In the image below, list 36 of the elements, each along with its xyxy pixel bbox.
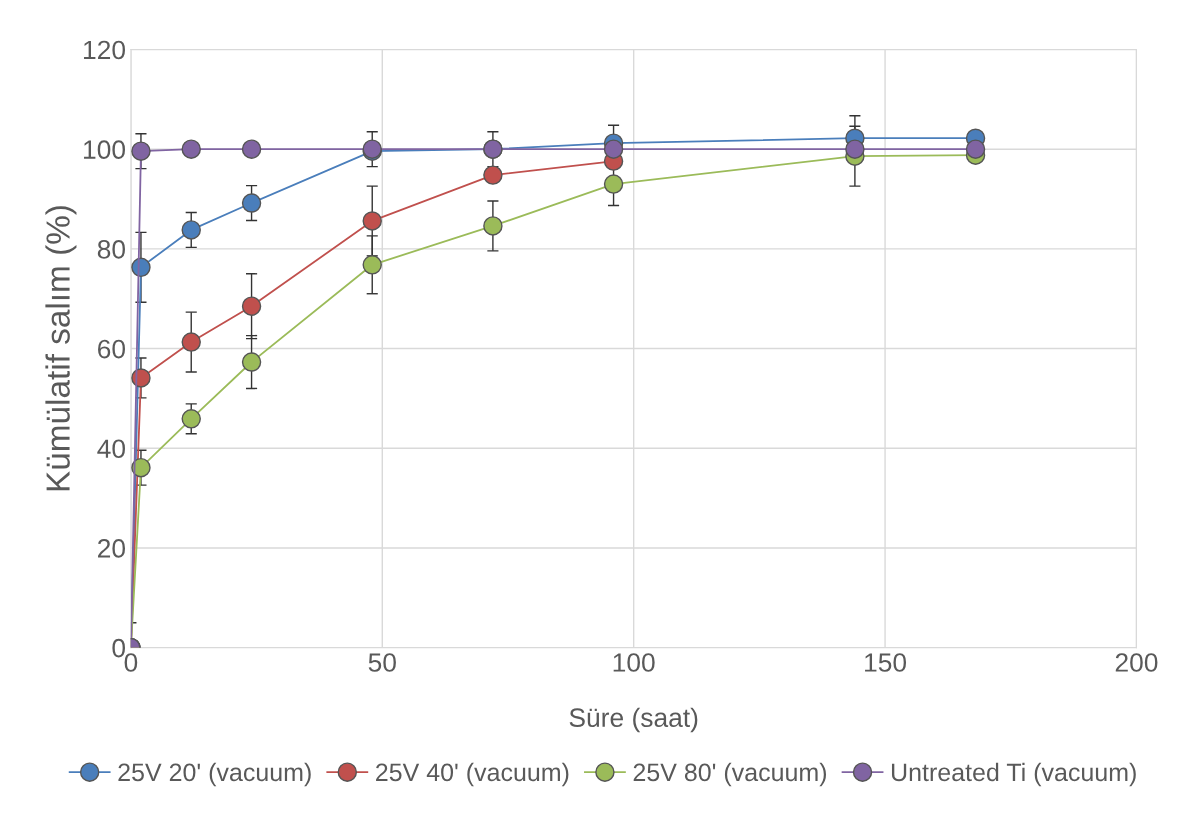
x-tick-label: 150 (865, 653, 907, 672)
y-axis-title: Kümülatif salım (%) (45, 206, 77, 491)
legend-label: 25V 20' (vacuum) (118, 762, 311, 787)
point (181, 220, 201, 240)
point (603, 139, 624, 159)
point (241, 139, 262, 159)
legend-label: Untreated Ti (vacuum) (891, 762, 1136, 787)
y-tick-label: 40 (97, 439, 126, 459)
y-tick-label: 120 (84, 40, 126, 60)
x-axis-title: Süre (saat) (569, 707, 698, 733)
point (845, 139, 865, 159)
y-tick-label: 20 (98, 539, 126, 558)
legend-label: 25V 80' (vacuum) (633, 762, 827, 787)
legend-label: 25V 40' (vacuum) (376, 762, 569, 787)
y-tick-label: 80 (97, 240, 126, 259)
x-tick-label: 0 (124, 653, 138, 672)
y-tick-label: 60 (98, 339, 126, 359)
point (603, 174, 624, 194)
point (181, 409, 201, 429)
x-tick-label: 100 (613, 653, 655, 672)
point (483, 216, 503, 236)
y-tick-label: 100 (84, 140, 126, 160)
point (362, 211, 382, 231)
y-tick-label: 0 (112, 638, 126, 658)
x-tick-label: 50 (368, 653, 396, 672)
point (181, 332, 201, 352)
point (241, 352, 262, 372)
x-tick-label: 200 (1115, 653, 1158, 672)
point (483, 165, 503, 185)
point (181, 139, 201, 159)
point (965, 139, 986, 159)
point (362, 255, 382, 275)
point (241, 296, 262, 316)
point (131, 457, 151, 478)
point (131, 141, 151, 161)
point (241, 193, 262, 213)
